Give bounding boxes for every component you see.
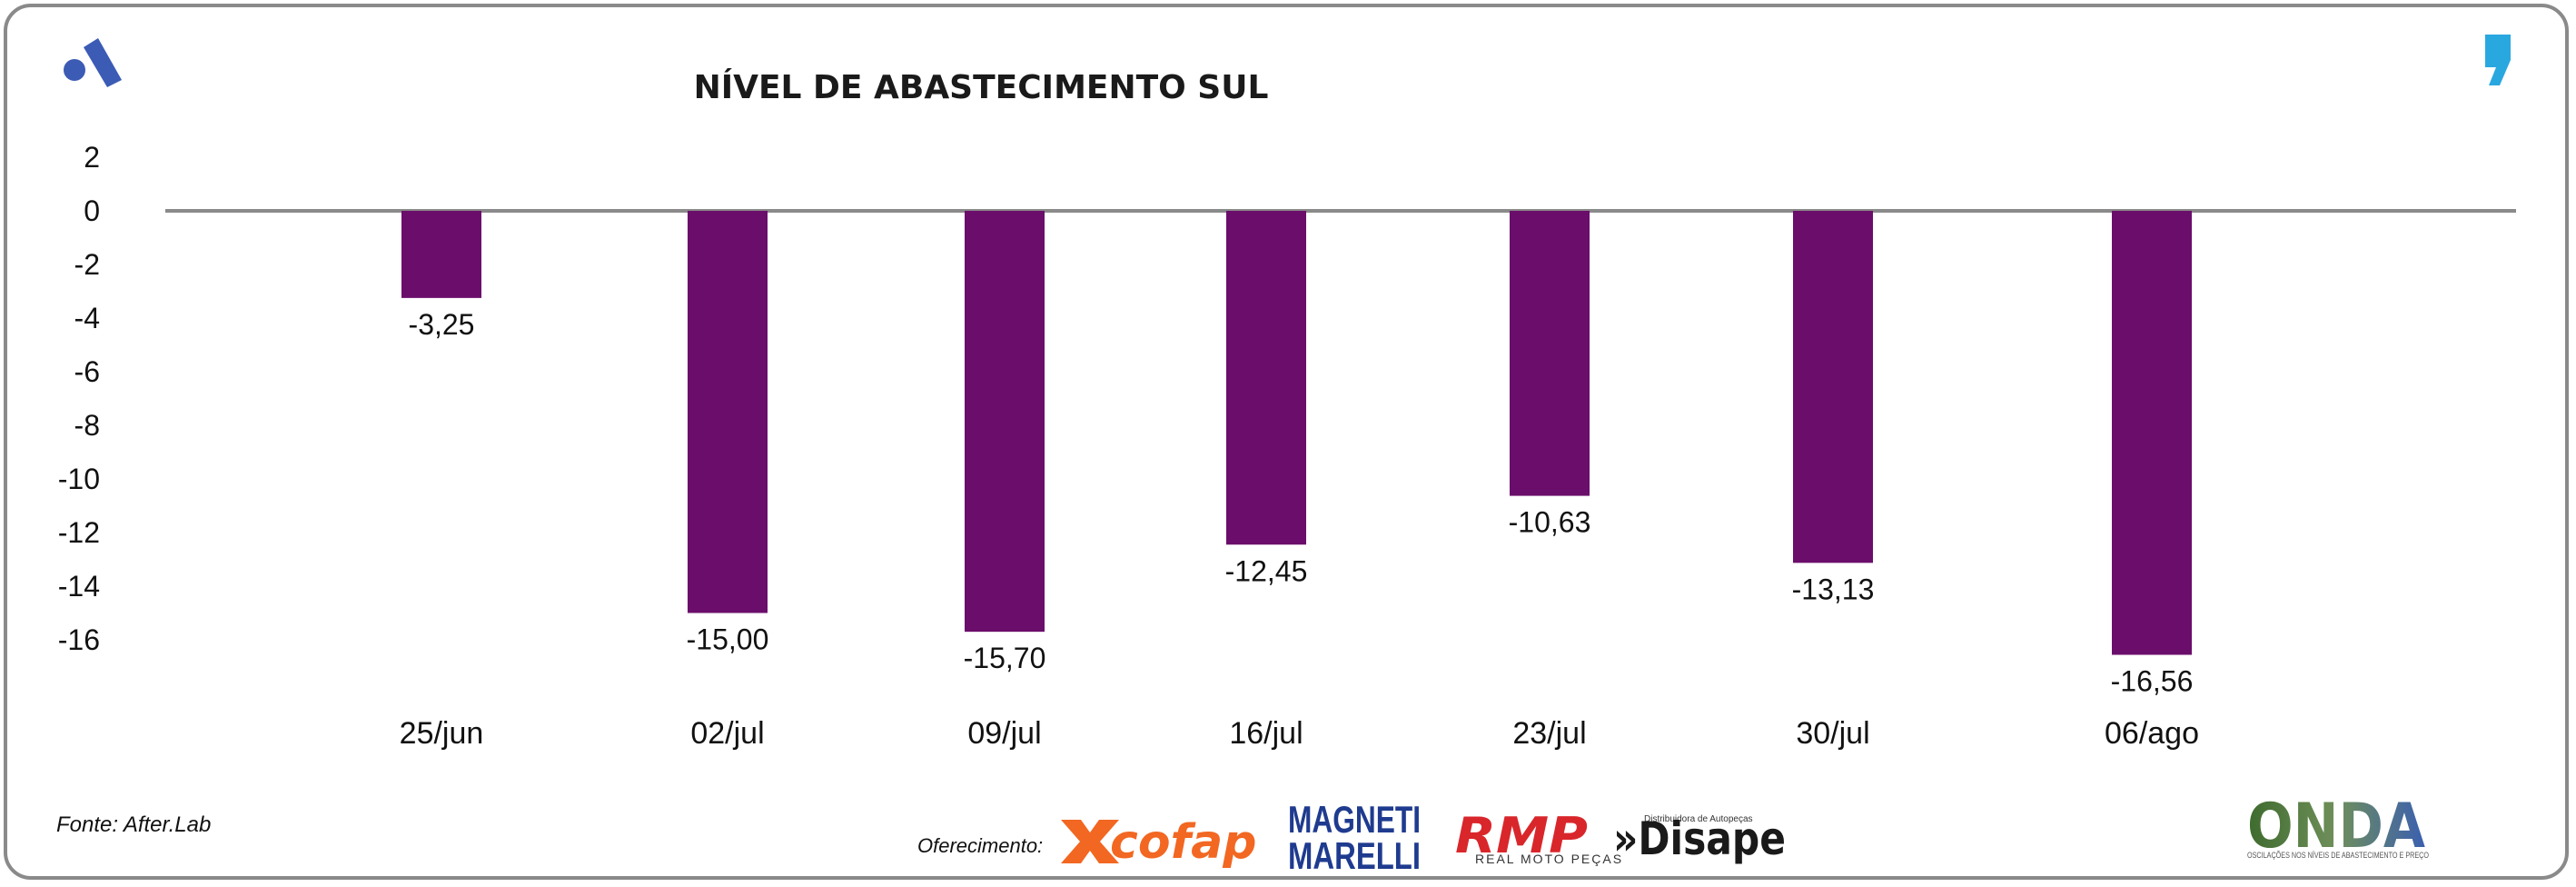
x-tick-label: 16/jul (1229, 716, 1303, 751)
svg-text:MARELLI: MARELLI (1288, 834, 1421, 877)
cofap-logo: cofap (1061, 815, 1256, 870)
magneti-marelli-logo: MAGNETI MARELLI (1288, 798, 1421, 877)
source-note: Fonte: After.Lab (56, 812, 211, 837)
data-label: -15,00 (687, 623, 769, 656)
bar-series (401, 211, 2192, 655)
y-tick-label: -14 (58, 570, 100, 603)
y-tick-label: -4 (74, 302, 100, 334)
bar (688, 211, 768, 613)
bar (401, 211, 481, 298)
svg-text:cofap: cofap (1110, 815, 1256, 870)
svg-text:»Disape: »Disape (1613, 812, 1786, 865)
rmp-logo: RMP REAL MOTO PEÇAS (1455, 807, 1623, 866)
y-tick-label: 2 (84, 141, 100, 174)
svg-text:ONDA: ONDA (2247, 791, 2425, 862)
svg-text:MAGNETI: MAGNETI (1288, 798, 1421, 841)
data-labels: -3,25 -15,00 -15,70 -12,45 -10,63 -13,13 -16,5… (409, 308, 2194, 698)
data-label: -15,70 (964, 642, 1046, 674)
y-tick-label: -16 (58, 623, 100, 656)
x-axis: 25/jun 02/jul 09/jul 16/jul 23/jul 30/jul 06/a… (400, 716, 2199, 751)
data-label: -10,63 (1509, 506, 1591, 539)
bar (965, 211, 1045, 633)
data-label: -3,25 (409, 308, 475, 341)
y-tick-label: -2 (74, 248, 100, 281)
y-tick-label: -10 (58, 463, 100, 495)
x-tick-label: 09/jul (967, 716, 1041, 751)
bar (1793, 211, 1873, 563)
x-tick-label: 25/jun (400, 716, 484, 751)
y-tick-label: -8 (74, 409, 100, 442)
sponsor-label: Oferecimento: (917, 834, 1043, 857)
x-tick-label: 06/ago (2105, 716, 2199, 751)
svg-text:REAL MOTO PEÇAS: REAL MOTO PEÇAS (1475, 852, 1623, 866)
svg-text:RMP: RMP (1455, 807, 1588, 864)
brand-logo-icon (64, 38, 122, 87)
data-label: -12,45 (1225, 554, 1308, 587)
x-tick-label: 30/jul (1796, 716, 1869, 751)
y-tick-label: -12 (58, 516, 100, 549)
data-label: -16,56 (2111, 665, 2194, 698)
quote-logo-icon (2485, 35, 2511, 85)
svg-text:OSCILAÇÕES NOS NÍVEIS DE ABAST: OSCILAÇÕES NOS NÍVEIS DE ABASTECIMENTO E… (2247, 851, 2429, 860)
y-tick-label: 0 (84, 194, 100, 227)
disape-logo: Distribuidora de Autopeças »Disape (1613, 812, 1786, 865)
y-tick-label: -6 (74, 355, 100, 388)
onda-logo: ONDA OSCILAÇÕES NOS NÍVEIS DE ABASTECIME… (2247, 791, 2429, 862)
y-axis: 2 0 -2 -4 -6 -8 -10 -12 -14 -16 (58, 141, 100, 656)
chart-title: NÍVEL DE ABASTECIMENTO SUL (694, 68, 1269, 106)
data-label: -13,13 (1792, 573, 1875, 605)
svg-text:Distribuidora de Autopeças: Distribuidora de Autopeças (1644, 814, 1753, 824)
bar (2112, 211, 2192, 655)
bar (1510, 211, 1590, 496)
x-tick-label: 23/jul (1512, 716, 1586, 751)
x-tick-label: 02/jul (690, 716, 764, 751)
bar (1226, 211, 1306, 545)
